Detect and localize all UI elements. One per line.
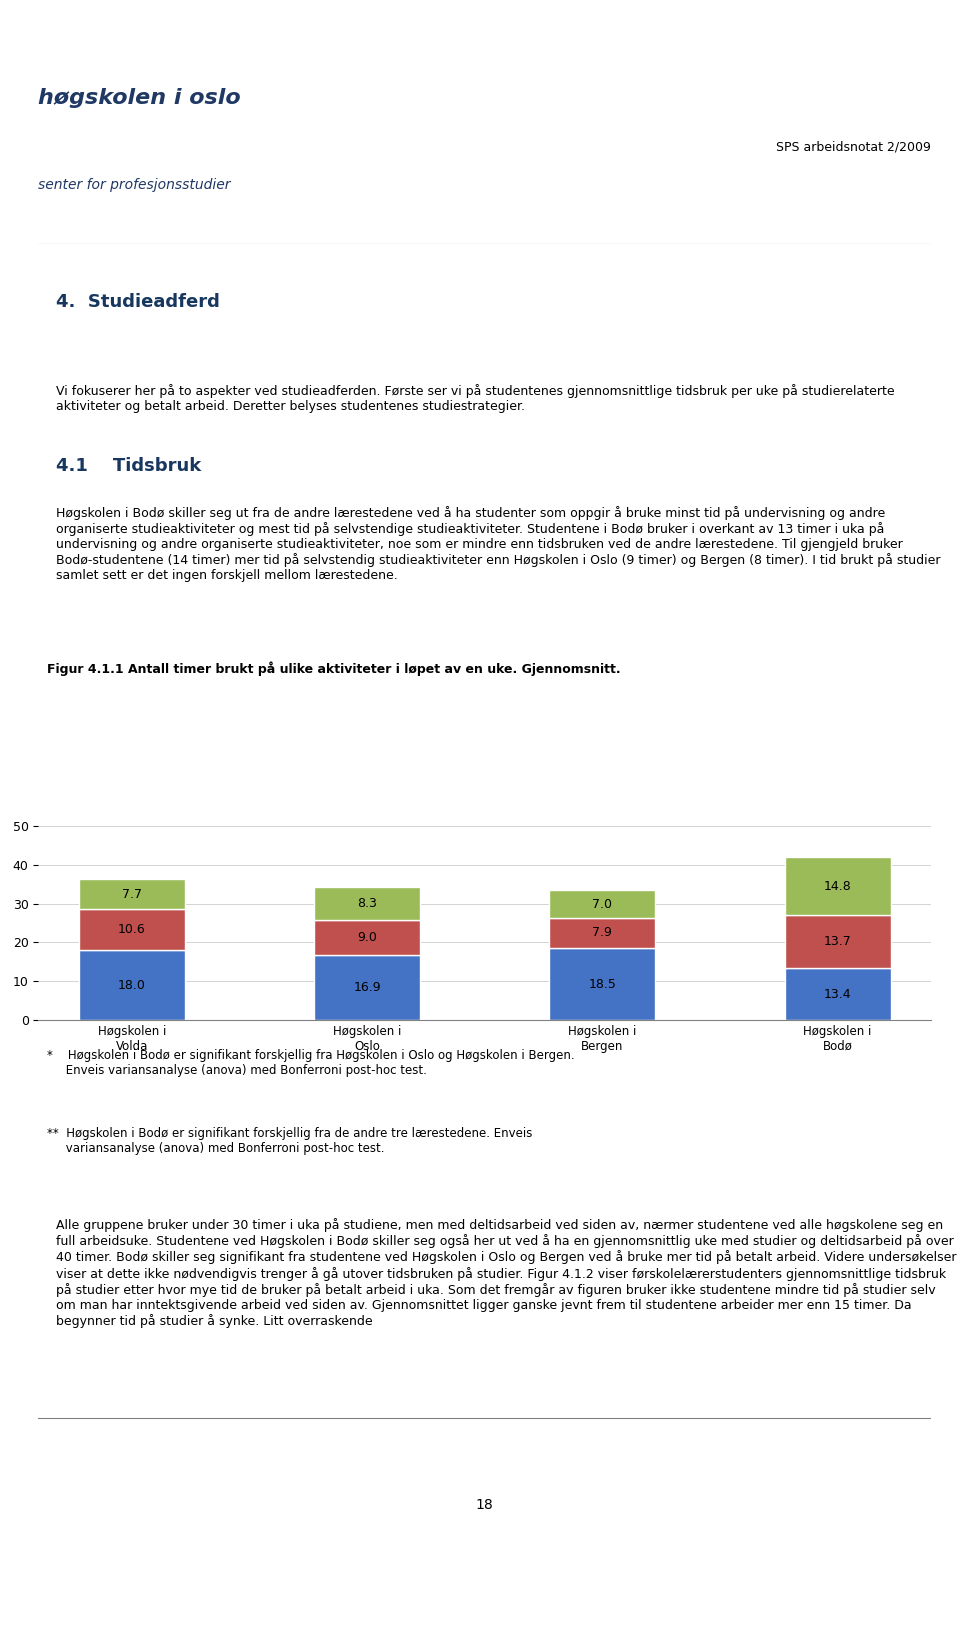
Bar [79,950,185,1019]
Text: *    Høgskolen i Bodø er signifikant forskjellig fra Høgskolen i Oslo og Høgskol: * Høgskolen i Bodø er signifikant forskj… [47,1049,575,1077]
Text: 7.0: 7.0 [592,897,612,910]
Text: 18: 18 [476,1498,493,1512]
Text: 18.5: 18.5 [588,978,616,991]
Text: høgskolen i oslo: høgskolen i oslo [38,88,241,107]
Bar [549,917,656,948]
Bar [784,857,891,915]
Bar [314,955,420,1019]
Bar [314,920,420,955]
Bar [784,915,891,968]
Text: 8.3: 8.3 [357,897,377,910]
Bar [549,948,656,1019]
Text: 16.9: 16.9 [353,981,381,995]
Text: Figur 4.1.1 Antall timer brukt på ulike aktiviteter i løpet av en uke. Gjennomsn: Figur 4.1.1 Antall timer brukt på ulike … [47,661,621,676]
Text: 10.6: 10.6 [118,923,146,937]
Text: 9.0: 9.0 [357,930,377,943]
Text: SPS arbeidsnotat 2/2009: SPS arbeidsnotat 2/2009 [777,140,931,154]
Bar [79,879,185,909]
Bar [314,887,420,920]
Text: 13.4: 13.4 [824,988,852,1001]
Text: Høgskolen i Bodø skiller seg ut fra de andre lærestedene ved å ha studenter som : Høgskolen i Bodø skiller seg ut fra de a… [57,506,941,582]
Bar [549,890,656,917]
Text: **  Høgskolen i Bodø er signifikant forskjellig fra de andre tre lærestedene. En: ** Høgskolen i Bodø er signifikant forsk… [47,1127,533,1155]
Text: 7.9: 7.9 [592,927,612,940]
Text: senter for profesjonsstudier: senter for profesjonsstudier [38,178,231,192]
Bar [784,968,891,1019]
Text: 13.7: 13.7 [824,935,852,948]
Text: Alle gruppene bruker under 30 timer i uka på studiene, men med deltidsarbeid ved: Alle gruppene bruker under 30 timer i uk… [57,1218,957,1328]
Text: 14.8: 14.8 [824,879,852,892]
Text: 4.  Studieadferd: 4. Studieadferd [57,292,220,311]
Bar [79,909,185,950]
Text: Vi fokuserer her på to aspekter ved studieadferden. Første ser vi på studentenes: Vi fokuserer her på to aspekter ved stud… [57,385,895,413]
Text: 7.7: 7.7 [122,887,142,900]
Text: 4.1    Tidsbruk: 4.1 Tidsbruk [57,458,202,476]
Text: 18.0: 18.0 [118,978,146,991]
